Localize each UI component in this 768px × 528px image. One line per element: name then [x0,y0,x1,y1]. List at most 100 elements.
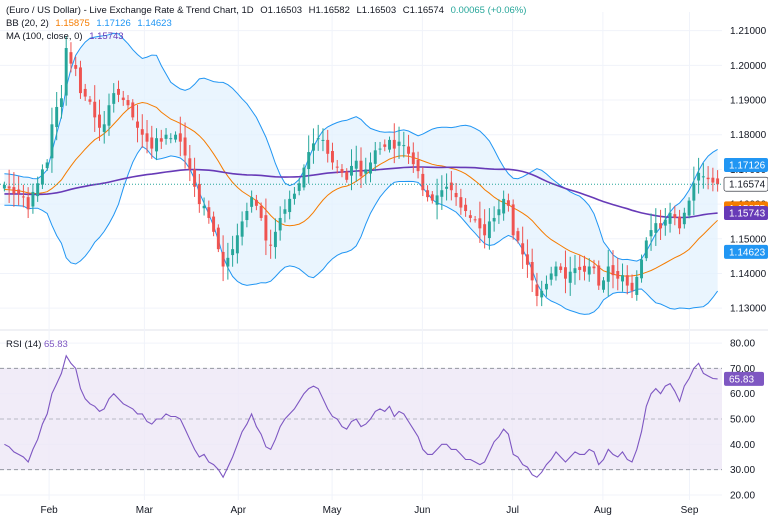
ma-value: 1.15743 [89,31,124,42]
candle-body [183,137,187,156]
candle-body [711,177,715,183]
candle-body [321,139,325,141]
candle-body [602,280,605,290]
bb-lower-value: 1.14623 [137,18,172,29]
candle-body [468,215,472,218]
candle-body [568,271,572,283]
candle-body [259,205,263,218]
candle-body [283,209,287,214]
candle-body [659,223,663,229]
candle-body [207,207,211,218]
candle-body [621,275,624,282]
bb-upper-line [4,32,718,262]
candle-body [288,198,292,213]
candle-body [83,88,87,97]
candle-body [554,266,558,277]
candle-body [563,267,567,279]
price-tag-label: 1.14623 [729,247,766,258]
price-tag-label: 1.17126 [729,161,766,172]
candle-body [597,265,601,286]
bb-upper-value: 1.17126 [96,18,131,29]
candle-body [407,146,411,154]
candle-body [416,160,420,172]
candle-body [544,283,548,290]
candle-body [145,133,149,142]
candle-body [464,204,468,212]
time-tick-label: Jun [414,505,430,516]
candle-body [240,221,244,237]
candle-body [497,209,501,216]
candle-body [426,190,430,198]
time-tick-label: Jul [506,505,519,516]
rsi-value: 65.83 [44,339,68,350]
candle-body [136,121,139,128]
candle-body [682,212,686,225]
candle-body [188,158,192,170]
rsi-tick-label: 50.00 [730,415,755,426]
candle-body [126,100,130,106]
price-tick-label: 1.21000 [730,26,767,37]
candle-body [2,185,6,189]
candle-body [359,160,363,177]
candle-body [59,98,63,107]
price-tick-label: 1.13000 [730,304,767,315]
candle-body [640,259,644,279]
ohlc-low: L1.16503 [356,5,397,16]
candle-body [535,284,539,296]
candle-body [573,268,577,274]
candle-body [663,219,667,226]
candle-body [102,124,106,132]
candle-body [250,197,254,207]
candle-body [316,138,320,140]
candle-body [402,145,406,147]
price-tick-label: 1.20000 [730,61,767,72]
price-tick-label: 1.14000 [730,269,767,280]
candle-body [388,139,392,150]
candle-body [202,205,206,209]
price-tag-label: 1.15743 [729,208,766,219]
rsi-tick-label: 70.00 [730,364,755,375]
candle-body [264,215,268,241]
candle-body [345,171,349,180]
price-tag [724,158,768,173]
candle-body [701,176,705,178]
rsi-tick-label: 60.00 [730,389,755,400]
candle-body [17,189,21,194]
candle-body [668,212,672,224]
candle-body [606,266,610,282]
candle-body [231,249,235,256]
candle-body [516,231,520,241]
candle-body [397,141,401,146]
candle-body [169,138,173,140]
candle-body [178,133,182,142]
time-tick-label: Mar [136,505,154,516]
bb-legend: BB (20, 2) 1.15875 1.17126 1.14623 [6,18,176,29]
candle-body [88,99,92,102]
candle-body [74,65,78,69]
candle-body [121,97,125,101]
price-tag [723,176,768,192]
ohlc-change: 0.00065 (+0.06%) [450,5,527,16]
candle-body [112,93,116,104]
candle-body [350,165,353,176]
candle-body [616,271,620,279]
candle-body [392,139,396,149]
candle-body [630,282,634,291]
time-tick-label: Feb [40,505,58,516]
candle-body [692,183,696,201]
candle-body [197,183,201,205]
bb-basis-value: 1.15875 [55,18,90,29]
ma-legend: MA (100, close, 0) 1.15743 [6,31,128,42]
candle-body [411,152,415,165]
candle-body [117,88,120,95]
candle-body [150,137,154,149]
candle-body [525,254,529,265]
candle-body [330,151,334,163]
candle-body [697,172,701,181]
candle-body [131,102,135,118]
candle-body [311,143,315,151]
time-tick-label: May [323,505,342,516]
price-tag [724,205,768,220]
rsi-legend: RSI (14) 65.83 [6,339,68,350]
